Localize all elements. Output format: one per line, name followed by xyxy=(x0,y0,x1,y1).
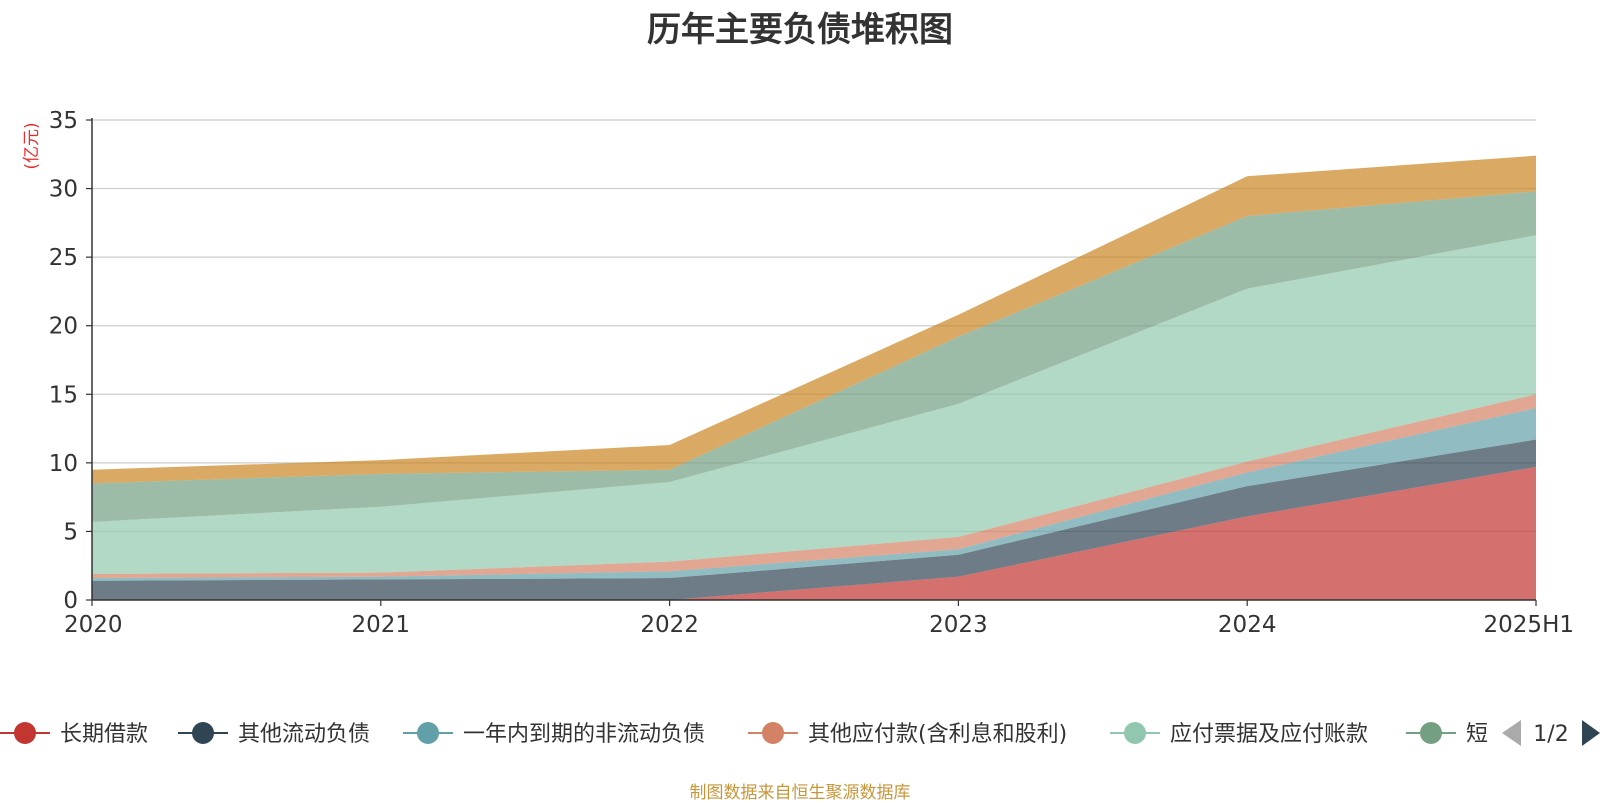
area-series-0[interactable] xyxy=(92,466,1536,600)
chart-title: 历年主要负债堆积图 xyxy=(647,10,953,50)
legend-marker xyxy=(14,722,36,744)
y-tick-label: 25 xyxy=(49,245,78,271)
legend-prev-icon[interactable] xyxy=(1502,720,1521,746)
legend-label: 应付票据及应付账款 xyxy=(1170,722,1368,747)
y-tick-label: 20 xyxy=(49,314,78,340)
x-tick-label: 2022 xyxy=(640,612,699,638)
legend-marker xyxy=(1420,722,1442,744)
stacked-areas xyxy=(92,155,1536,600)
legend-marker xyxy=(762,722,784,744)
legend-label: 其他流动负债 xyxy=(238,722,370,747)
area-series-1[interactable] xyxy=(92,439,1536,600)
legend: 长期借款 其他流动负债 一年内到期的非流动负债 其他应付款(含利息和股利) 应付票据及应… xyxy=(0,720,1600,747)
legend-marker xyxy=(417,722,439,744)
legend-label: 短 xyxy=(1466,722,1488,747)
x-tick-label: 2023 xyxy=(929,612,988,638)
y-tick-label: 15 xyxy=(49,382,78,408)
y-tick-label: 30 xyxy=(49,177,78,203)
legend-label: 长期借款 xyxy=(60,722,148,747)
area-series-4[interactable] xyxy=(92,235,1536,574)
legend-item[interactable]: 应付票据及应付账款 xyxy=(1110,722,1368,747)
x-tick-label: 2025H1 xyxy=(1484,612,1574,638)
legend-item[interactable]: 一年内到期的非流动负债 xyxy=(403,722,705,747)
data-source-note: 制图数据来自恒生聚源数据库 xyxy=(689,783,911,803)
legend-label: 其他应付款(含利息和股利) xyxy=(808,722,1067,747)
area-series-6[interactable] xyxy=(92,155,1536,484)
y-tick-label: 0 xyxy=(63,588,78,614)
area-series-5[interactable] xyxy=(92,191,1536,522)
axes: 0 5 10 15 20 25 30 35 2020 2021 2022 2023 2024 2025H1 xyxy=(49,108,1574,638)
y-tick-label: 5 xyxy=(63,519,78,545)
legend-label: 一年内到期的非流动负债 xyxy=(463,722,705,747)
y-axis-unit-label: (亿元) xyxy=(22,122,42,169)
y-tick-label: 35 xyxy=(49,108,78,134)
x-tick-label: 2024 xyxy=(1218,612,1277,638)
legend-marker xyxy=(1124,722,1146,744)
legend-next-icon[interactable] xyxy=(1582,720,1600,746)
legend-marker xyxy=(192,722,214,744)
y-tick-label: 10 xyxy=(49,451,78,477)
x-tick-label: 2020 xyxy=(64,612,123,638)
legend-item[interactable]: 短 xyxy=(1406,722,1488,747)
legend-item[interactable]: 长期借款 xyxy=(0,722,148,747)
legend-page-indicator: 1/2 xyxy=(1533,722,1568,747)
legend-item[interactable]: 其他流动负债 xyxy=(178,722,370,747)
legend-item[interactable]: 其他应付款(含利息和股利) xyxy=(748,722,1067,747)
x-tick-label: 2021 xyxy=(352,612,411,638)
